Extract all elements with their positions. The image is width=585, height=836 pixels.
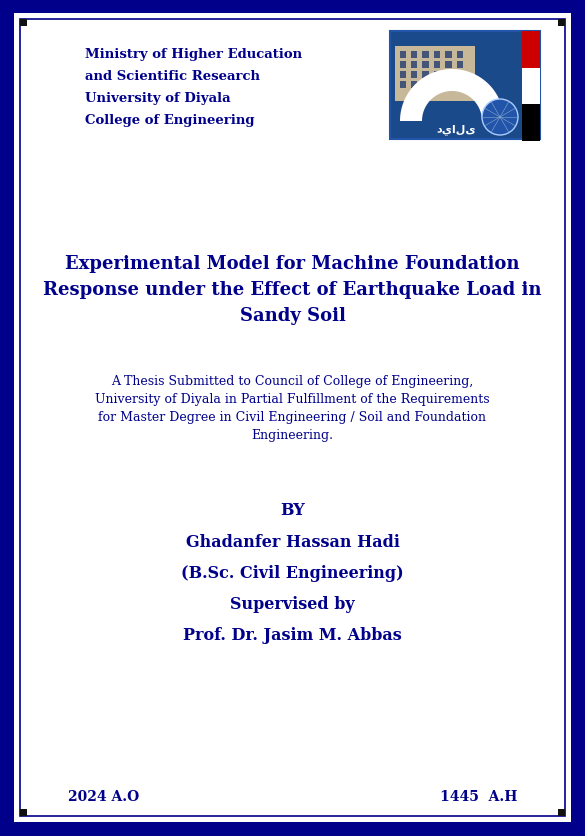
Bar xyxy=(558,809,565,816)
Bar xyxy=(558,20,565,27)
Bar xyxy=(411,82,417,89)
Text: Supervised by: Supervised by xyxy=(230,595,355,612)
Text: Experimental Model for Machine Foundation: Experimental Model for Machine Foundatio… xyxy=(66,255,519,273)
Text: 2024 A.O: 2024 A.O xyxy=(68,789,139,803)
Bar xyxy=(445,72,452,79)
Text: for Master Degree in Civil Engineering / Soil and Foundation: for Master Degree in Civil Engineering /… xyxy=(98,410,487,424)
Bar xyxy=(411,52,417,59)
Circle shape xyxy=(482,99,518,135)
Bar xyxy=(571,0,585,836)
Bar xyxy=(411,62,417,69)
Bar xyxy=(411,72,417,79)
Text: College of Engineering: College of Engineering xyxy=(85,114,254,127)
Bar xyxy=(0,0,585,14)
Text: Ministry of Higher Education: Ministry of Higher Education xyxy=(85,48,302,61)
Bar xyxy=(0,0,14,836)
Text: A Thesis Submitted to Council of College of Engineering,: A Thesis Submitted to Council of College… xyxy=(111,375,474,388)
Bar xyxy=(400,82,406,89)
Bar xyxy=(457,62,463,69)
Text: and Scientific Research: and Scientific Research xyxy=(85,70,260,83)
Text: University of Diyala in Partial Fulfillment of the Requirements: University of Diyala in Partial Fulfillm… xyxy=(95,393,490,405)
Bar xyxy=(422,52,429,59)
Bar xyxy=(422,82,429,89)
Text: BY: BY xyxy=(280,502,305,518)
Bar xyxy=(390,32,540,140)
Text: Engineering.: Engineering. xyxy=(252,429,333,441)
Bar xyxy=(400,62,406,69)
Text: University of Diyala: University of Diyala xyxy=(85,92,230,104)
Bar xyxy=(434,82,440,89)
Bar xyxy=(395,47,475,102)
Bar xyxy=(445,62,452,69)
Bar xyxy=(422,62,429,69)
Text: 1445  A.H: 1445 A.H xyxy=(439,789,517,803)
Bar xyxy=(445,82,452,89)
Bar xyxy=(522,104,540,142)
Bar xyxy=(522,32,540,70)
Text: ديالى: ديالى xyxy=(436,124,476,135)
Polygon shape xyxy=(400,70,504,122)
Bar xyxy=(445,52,452,59)
Text: Ghadanfer Hassan Hadi: Ghadanfer Hassan Hadi xyxy=(185,533,400,550)
Bar xyxy=(20,20,27,27)
Bar xyxy=(0,822,585,836)
Bar xyxy=(457,82,463,89)
Bar xyxy=(400,52,406,59)
Text: Prof. Dr. Jasim M. Abbas: Prof. Dr. Jasim M. Abbas xyxy=(183,626,402,643)
Bar xyxy=(434,52,440,59)
Text: (B.Sc. Civil Engineering): (B.Sc. Civil Engineering) xyxy=(181,564,404,581)
Bar xyxy=(422,72,429,79)
Bar xyxy=(400,72,406,79)
Bar xyxy=(457,72,463,79)
Bar xyxy=(20,809,27,816)
Bar xyxy=(434,72,440,79)
Text: Response under the Effect of Earthquake Load in: Response under the Effect of Earthquake … xyxy=(43,281,542,298)
Bar xyxy=(457,52,463,59)
Text: Sandy Soil: Sandy Soil xyxy=(240,307,345,324)
Bar xyxy=(434,62,440,69)
Bar xyxy=(522,69,540,106)
